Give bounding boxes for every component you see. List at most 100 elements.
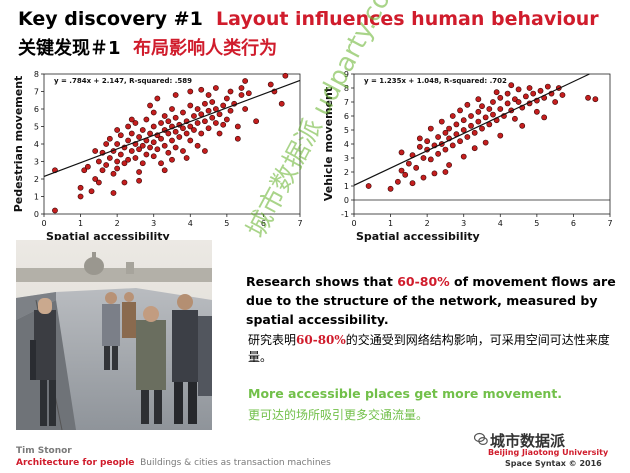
y-axis-label: Pedestrian movement <box>12 76 25 213</box>
data-point <box>191 113 197 119</box>
data-point <box>220 121 227 128</box>
x-tick-label: 0 <box>41 219 46 228</box>
pedestrian-scatter-plot: y = .784x + 2.147, R-squared: .589 0 1 2 3 4 5… <box>12 70 303 243</box>
data-point <box>106 155 113 161</box>
data-point <box>442 129 449 136</box>
x-tick-label: 3 <box>461 219 466 228</box>
data-point <box>143 151 150 158</box>
y-tick-label: 8 <box>344 84 349 93</box>
data-point <box>198 111 205 118</box>
data-point <box>479 125 485 132</box>
data-point <box>114 127 121 133</box>
data-point <box>245 90 252 97</box>
y-tick-label: 0 <box>344 196 349 205</box>
data-point <box>471 145 478 152</box>
research-statement-chinese: 研究表明60-80%的交通受到网络结构影响，可采用空间可达性来度量。 <box>248 332 618 366</box>
data-point <box>202 148 208 154</box>
trend-line <box>353 73 590 186</box>
data-point <box>471 129 478 136</box>
x-tick-label: 6 <box>571 219 576 228</box>
y-tick-label: 2 <box>344 168 349 177</box>
data-point <box>183 155 190 161</box>
vehicle-scatter-plot: y = 1.235x + 1.048, R-squared: .702-1012… <box>322 70 613 243</box>
data-point <box>165 118 172 125</box>
data-point <box>278 100 285 107</box>
university-label: Beijing Jiaotong University <box>488 448 609 457</box>
y-tick-label: 5 <box>344 126 349 135</box>
y-tick-label: 0 <box>34 210 39 219</box>
data-point <box>475 96 482 103</box>
x-tick-label: 1 <box>388 219 393 228</box>
data-point <box>449 113 456 119</box>
data-point <box>209 114 216 121</box>
data-point <box>544 83 551 90</box>
data-point <box>223 95 230 102</box>
data-point <box>457 138 463 145</box>
data-point <box>110 190 117 196</box>
data-point <box>475 108 482 115</box>
data-point <box>187 102 194 109</box>
data-point <box>180 148 186 154</box>
data-point <box>147 102 153 109</box>
data-point <box>125 137 132 144</box>
data-point <box>504 100 511 107</box>
data-point <box>92 176 99 182</box>
regression-equation: y = 1.235x + 1.048, R-squared: .702 <box>364 77 507 85</box>
data-point <box>183 130 190 137</box>
data-point <box>512 115 518 122</box>
y-tick-label: 8 <box>34 70 39 79</box>
y-tick-label: 6 <box>344 112 349 121</box>
y-tick-label: 3 <box>344 154 349 163</box>
x-axis-label: Spatial accessibility <box>46 230 170 243</box>
data-point <box>552 99 559 105</box>
data-point <box>169 106 175 112</box>
data-point <box>416 135 423 142</box>
data-point <box>533 108 540 115</box>
data-point <box>136 146 142 153</box>
data-point <box>165 130 172 137</box>
data-point <box>158 160 164 167</box>
slide-title-chinese: 关键发现＃1 布局影响人类行为 <box>18 34 277 60</box>
data-point <box>405 160 412 167</box>
data-point <box>464 134 471 140</box>
data-point <box>125 156 132 163</box>
data-point <box>150 139 157 146</box>
data-point <box>187 88 194 95</box>
x-tick-label: 4 <box>188 219 193 228</box>
data-point <box>446 162 452 168</box>
y-tick-label: 6 <box>34 105 39 114</box>
data-point <box>460 153 467 160</box>
data-point <box>431 170 438 177</box>
data-point <box>147 144 153 151</box>
data-point <box>409 180 416 187</box>
data-point <box>427 125 434 132</box>
data-point <box>216 111 223 118</box>
data-point <box>238 85 245 91</box>
data-point <box>103 162 110 168</box>
data-point <box>212 85 219 91</box>
research-zh-percentage: 60-80% <box>296 333 346 347</box>
data-point <box>150 153 157 160</box>
data-point <box>497 106 504 112</box>
data-point <box>172 92 179 98</box>
data-point <box>398 149 405 156</box>
data-point <box>435 150 442 157</box>
street-photo <box>16 240 212 430</box>
research-percentage: 60-80% <box>397 274 450 289</box>
data-point <box>402 171 409 178</box>
x-tick-label: 6 <box>261 219 266 228</box>
data-point <box>128 148 135 154</box>
data-point <box>84 163 91 170</box>
y-tick-label: 7 <box>344 98 349 107</box>
data-point <box>128 116 135 123</box>
data-point <box>282 72 289 79</box>
x-axis-label: Spatial accessibility <box>356 230 480 243</box>
data-point <box>234 135 241 142</box>
conclusion-text-chinese: 更可达的场所吸引更多交通流量。 <box>248 408 429 422</box>
data-point <box>161 113 168 119</box>
data-point <box>150 123 157 130</box>
data-point <box>460 127 467 133</box>
slide-title: Key discovery #1 Layout influences human… <box>18 8 599 30</box>
footer-line: Architecture for people Buildings & citi… <box>16 458 331 468</box>
data-point <box>139 160 146 167</box>
